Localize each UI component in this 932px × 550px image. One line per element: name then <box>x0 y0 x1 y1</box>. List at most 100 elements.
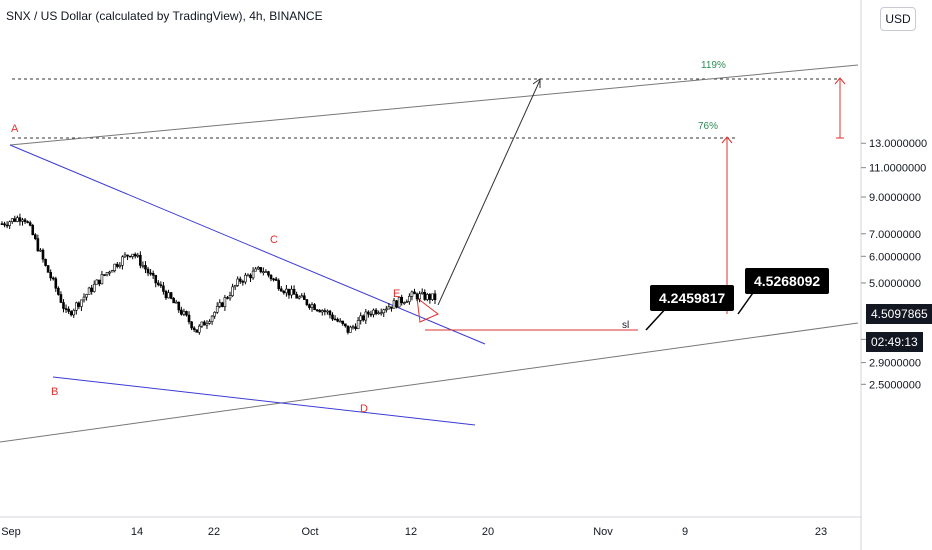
candle-body[interactable] <box>272 278 275 281</box>
candle-body[interactable] <box>180 309 183 315</box>
candle-body[interactable] <box>177 301 181 311</box>
candle-body[interactable] <box>174 301 178 304</box>
candle-body[interactable] <box>172 298 175 304</box>
candle-body[interactable] <box>167 292 170 299</box>
candle-body[interactable] <box>395 300 398 308</box>
candle-body[interactable] <box>26 221 29 223</box>
candle-body[interactable] <box>41 249 45 260</box>
candle-body[interactable] <box>62 302 65 309</box>
candle-body[interactable] <box>392 300 396 309</box>
candle-body[interactable] <box>351 326 355 329</box>
candle-body[interactable] <box>162 285 165 292</box>
candle-body[interactable] <box>305 299 309 306</box>
candle-body[interactable] <box>18 217 22 222</box>
candle-body[interactable] <box>80 299 83 307</box>
candle-body[interactable] <box>290 288 293 296</box>
candle-body[interactable] <box>5 224 9 227</box>
candle-body[interactable] <box>110 270 114 273</box>
candle-body[interactable] <box>341 320 345 325</box>
candle-body[interactable] <box>354 326 357 330</box>
candle-body[interactable] <box>223 297 227 307</box>
candle-body[interactable] <box>156 282 160 285</box>
candle-body[interactable] <box>356 320 360 330</box>
candle-body[interactable] <box>144 265 147 270</box>
candle-body[interactable] <box>141 265 145 267</box>
candle-body[interactable] <box>205 323 209 326</box>
candle-body[interactable] <box>118 265 122 267</box>
candle-body[interactable] <box>315 309 319 312</box>
projection-arrow[interactable] <box>437 79 541 306</box>
candle-body[interactable] <box>236 278 240 286</box>
candle-body[interactable] <box>151 273 155 276</box>
candle-body[interactable] <box>13 218 17 222</box>
candle-body[interactable] <box>69 311 73 316</box>
candle-body[interactable] <box>418 293 421 300</box>
candle-body[interactable] <box>344 323 347 327</box>
candle-body[interactable] <box>139 254 142 266</box>
candle-body[interactable] <box>408 296 411 302</box>
candle-body[interactable] <box>128 255 132 258</box>
candle-body[interactable] <box>34 234 37 239</box>
candle-body[interactable] <box>103 274 106 276</box>
upper-trendline[interactable] <box>9 64 859 146</box>
candle-body[interactable] <box>8 221 11 226</box>
candle-body[interactable] <box>433 293 437 300</box>
candle-body[interactable] <box>320 310 324 313</box>
candle-body[interactable] <box>0 223 4 225</box>
candle-body[interactable] <box>197 325 201 333</box>
candle-body[interactable] <box>200 321 204 327</box>
candle-body[interactable] <box>387 306 391 310</box>
candle-body[interactable] <box>405 301 409 303</box>
candle-body[interactable] <box>338 320 342 323</box>
candle-body[interactable] <box>256 267 260 270</box>
candle-body[interactable] <box>292 288 296 295</box>
candle-body[interactable] <box>133 253 137 257</box>
candle-body[interactable] <box>297 296 301 299</box>
candle-body[interactable] <box>413 291 416 295</box>
candle-body[interactable] <box>367 311 370 315</box>
candle-body[interactable] <box>59 294 63 303</box>
candle-body[interactable] <box>169 292 173 299</box>
candle-body[interactable] <box>326 310 329 313</box>
candle-body[interactable] <box>190 321 193 329</box>
candle-body[interactable] <box>182 311 186 315</box>
candle-body[interactable] <box>285 288 288 294</box>
candle-body[interactable] <box>374 309 378 314</box>
candle-body[interactable] <box>195 329 199 333</box>
candle-body[interactable] <box>274 278 278 281</box>
candle-body[interactable] <box>231 286 234 296</box>
candle-body[interactable] <box>72 309 76 316</box>
candle-body[interactable] <box>208 321 211 324</box>
candle-body[interactable] <box>313 304 316 311</box>
candle-body[interactable] <box>385 308 388 311</box>
candle-body[interactable] <box>16 217 19 222</box>
candle-body[interactable] <box>159 284 163 287</box>
candle-body[interactable] <box>64 308 68 310</box>
candle-body[interactable] <box>323 310 327 312</box>
candle-body[interactable] <box>92 283 96 292</box>
candle-body[interactable] <box>126 254 129 257</box>
candle-body[interactable] <box>310 304 314 308</box>
candle-body[interactable] <box>249 274 252 279</box>
candle-body[interactable] <box>154 274 158 284</box>
candle-body[interactable] <box>328 310 332 316</box>
candle-body[interactable] <box>90 287 93 292</box>
wave-e-triangle[interactable] <box>416 296 439 323</box>
chart-drawings[interactable] <box>0 64 859 443</box>
candle-body[interactable] <box>44 258 47 266</box>
candle-body[interactable] <box>39 249 42 252</box>
candle-body[interactable] <box>377 312 380 315</box>
candle-body[interactable] <box>54 278 58 289</box>
candle-body[interactable] <box>75 302 78 311</box>
candle-body[interactable] <box>105 272 109 276</box>
candle-body[interactable] <box>349 326 352 333</box>
candle-body[interactable] <box>336 319 339 322</box>
candle-body[interactable] <box>331 314 334 320</box>
candle-body[interactable] <box>228 295 232 299</box>
candle-body[interactable] <box>115 263 119 267</box>
candle-body[interactable] <box>46 265 50 273</box>
candle-body[interactable] <box>333 318 337 321</box>
candle-body[interactable] <box>49 272 52 279</box>
candle-body[interactable] <box>28 222 32 226</box>
